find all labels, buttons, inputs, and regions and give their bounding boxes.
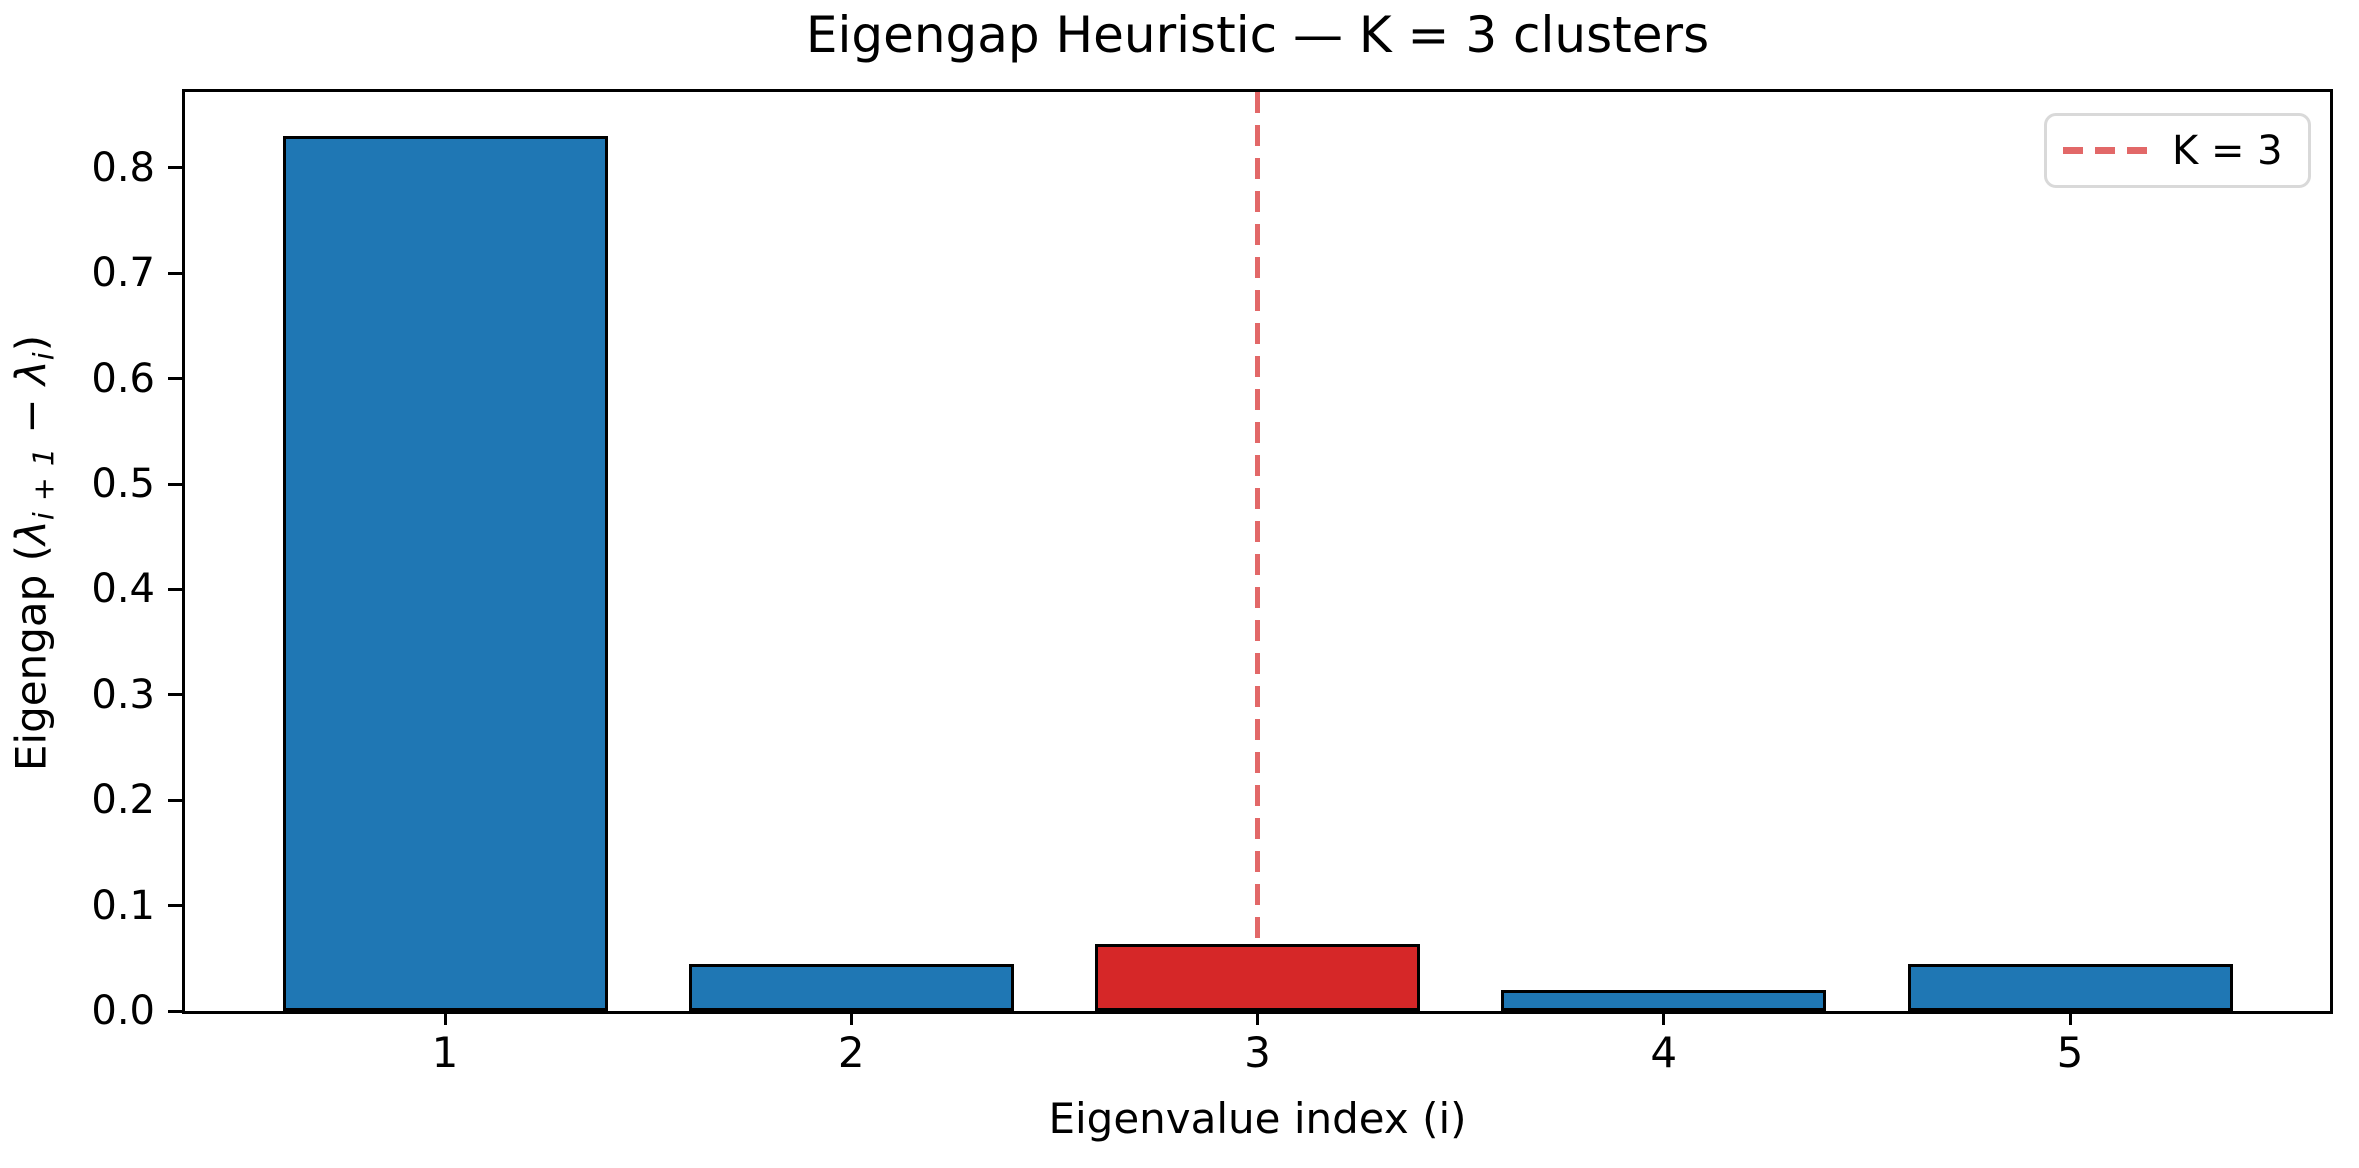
y-tick [168, 587, 182, 591]
closing-paren: ) [6, 334, 56, 352]
bar-eigengap-4 [1501, 989, 1827, 1011]
legend-label: K = 3 [2172, 127, 2283, 174]
dashed-line-icon [2063, 147, 2148, 154]
bar-eigengap-3 [1095, 943, 1420, 1011]
y-tick-label: 0.8 [91, 144, 155, 191]
y-axis-label-text: Eigengap ( [6, 545, 56, 772]
x-tick-label: 5 [2056, 1028, 2084, 1077]
x-tick-label: 2 [837, 1028, 865, 1077]
bar-eigengap-5 [1907, 963, 2233, 1011]
y-tick-label: 0.5 [91, 461, 155, 508]
plot-area: 1 2 3 4 5 0.0 0.1 0.2 0.3 0.4 0.5 0.6 0.7 0.8 [91, 89, 2333, 1076]
y-tick [168, 271, 182, 275]
bar-eigengap-1 [282, 136, 608, 1011]
x-tick-label: 3 [1244, 1028, 1271, 1077]
bar-eigengap-2 [688, 963, 1014, 1011]
minus-sign: − [6, 385, 56, 447]
y-tick-label: 0.3 [91, 671, 155, 718]
legend-box: K = 3 [2044, 113, 2311, 188]
y-tick-label: 0.1 [91, 882, 155, 929]
x-tick-label: 4 [1650, 1028, 1678, 1077]
y-tick [168, 904, 182, 908]
y-tick-label: 0.7 [91, 250, 155, 297]
y-tick [168, 482, 182, 486]
y-tick [168, 377, 182, 381]
x-tick [1256, 1011, 1259, 1025]
y-tick-label: 0.4 [91, 566, 155, 613]
x-tick-label: 1 [431, 1028, 459, 1077]
lambda-symbol: λ [6, 520, 56, 545]
lambda-symbol: λ [6, 360, 56, 386]
y-axis-label: Eigengap (λi + 1 − λi) [6, 94, 61, 1013]
y-tick [168, 1009, 182, 1013]
x-tick [1662, 1011, 1666, 1025]
y-tick-label: 0.6 [91, 355, 155, 402]
subscript-i-plus-1: i + 1 [26, 446, 61, 521]
chart-title: Eigengap Heuristic — K = 3 clusters [805, 6, 1710, 64]
x-tick [849, 1011, 853, 1025]
y-tick-label: 0.0 [91, 988, 155, 1034]
y-tick [168, 693, 182, 697]
x-tick [443, 1011, 447, 1025]
y-tick [168, 798, 182, 802]
subscript-i: i [26, 351, 61, 361]
x-axis-label: Eigenvalue index (i) [1048, 1094, 1467, 1143]
x-tick [2068, 1011, 2072, 1025]
k-selection-dashed-line [1255, 92, 1260, 1011]
y-tick-label: 0.2 [91, 777, 155, 824]
y-tick [168, 166, 182, 170]
